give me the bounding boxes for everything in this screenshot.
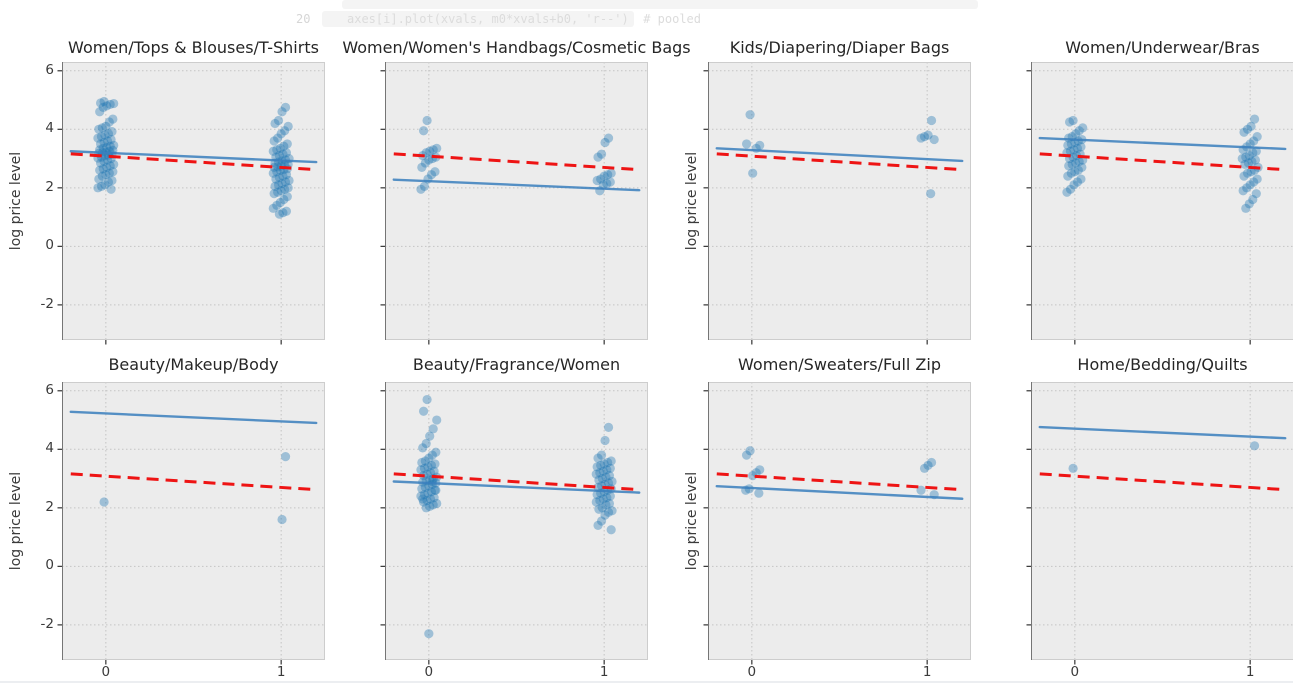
pooled-fit-line xyxy=(716,472,963,492)
subplot-canvas xyxy=(703,382,971,665)
y-tick-label: 4 xyxy=(45,120,54,137)
subplot-title: Women/Tops & Blouses/T-Shirts xyxy=(68,38,319,57)
subplot-cell-4: Beauty/Makeup/Body log price level 6 4 2 0 -2 0… xyxy=(0,338,325,680)
subplot-title: Kids/Diapering/Diaper Bags xyxy=(729,38,950,57)
subplot-canvas xyxy=(1026,382,1293,665)
subplot-canvas xyxy=(380,382,648,665)
panel-background xyxy=(385,382,648,660)
subplot-cell-3: Women/Underwear/Bras xyxy=(969,30,1293,345)
panel-background xyxy=(1031,62,1293,340)
subplot-canvas xyxy=(380,62,648,345)
group-fit-line xyxy=(392,178,641,192)
panel-background xyxy=(385,62,648,340)
group-fit-line xyxy=(715,147,964,163)
tick-marks xyxy=(380,390,605,665)
x-tick-label: 1 xyxy=(276,664,286,680)
pooled-fit-line xyxy=(70,152,317,172)
y-tick-label: 6 xyxy=(45,61,54,78)
tick-marks xyxy=(57,70,282,345)
notebook-code-strip: 20 axes[i].plot(xvals, m0*xvals+b0, 'r--… xyxy=(0,0,1293,28)
group-fit-line xyxy=(392,480,641,494)
subplot-title: Beauty/Fragrance/Women xyxy=(412,355,621,374)
pooled-fit-line xyxy=(1039,472,1286,492)
panel-background xyxy=(1031,382,1293,660)
x-tick-label: 0 xyxy=(747,664,757,680)
code-highlight-bar xyxy=(322,11,634,27)
y-axis-label: log price level xyxy=(684,471,700,571)
subplot-canvas xyxy=(703,62,971,345)
code-line-number: 20 xyxy=(296,12,311,26)
y-axis-label: log price level xyxy=(8,471,24,571)
y-tick-label: 0 xyxy=(45,557,54,574)
subplot-title: Women/Sweaters/Full Zip xyxy=(738,355,941,374)
x-tick-label: 1 xyxy=(599,664,609,680)
y-tick-label: 2 xyxy=(45,498,54,515)
subplot-cell-0: Women/Tops & Blouses/T-Shirts log price l… xyxy=(0,30,325,345)
subplot-title: Beauty/Makeup/Body xyxy=(108,355,279,374)
y-tick-label: 4 xyxy=(45,440,54,457)
code-highlight-bar xyxy=(342,0,978,9)
scatter-points xyxy=(99,452,291,525)
subplot-title: Home/Bedding/Quilts xyxy=(1077,355,1248,374)
subplot-canvas xyxy=(57,62,325,345)
figure-grid: Women/Tops & Blouses/T-Shirts log price l… xyxy=(0,30,1293,680)
y-tick-label: 2 xyxy=(45,178,54,195)
y-tick-label: 0 xyxy=(45,237,54,254)
x-tick-label: 0 xyxy=(101,664,111,680)
subplot-cell-5: Beauty/Fragrance/Women 0 1 xyxy=(323,338,648,680)
subplot-cell-6: Women/Sweaters/Full Zip log price level 0 1 xyxy=(646,338,971,680)
panel-background xyxy=(62,62,325,340)
x-tick-label: 1 xyxy=(1245,664,1255,680)
panel-background xyxy=(62,382,325,660)
pooled-fit-line xyxy=(393,152,640,172)
x-tick-label: 0 xyxy=(1070,664,1080,680)
x-tick-label: 0 xyxy=(424,664,434,680)
scatter-points xyxy=(741,110,939,199)
scatter-points xyxy=(416,394,617,639)
pooled-fit-line xyxy=(716,152,963,172)
x-tick-label: 1 xyxy=(922,664,932,680)
group-fit-line xyxy=(1038,425,1287,440)
subplot-canvas xyxy=(1026,62,1293,345)
y-tick-label: -2 xyxy=(40,615,54,632)
panel-background xyxy=(708,382,971,660)
panel-background xyxy=(708,62,971,340)
subplot-title: Women/Underwear/Bras xyxy=(1065,38,1260,57)
tick-marks xyxy=(57,390,282,665)
y-tick-label: 6 xyxy=(45,381,54,398)
tick-marks xyxy=(1026,390,1251,665)
subplot-cell-1: Women/Women's Handbags/Cosmetic Bags xyxy=(323,30,691,345)
subplot-cell-2: Kids/Diapering/Diaper Bags log price leve… xyxy=(646,30,971,345)
pooled-fit-line xyxy=(70,472,317,492)
subplot-cell-7: Home/Bedding/Quilts 0 1 xyxy=(969,338,1293,680)
bottom-divider xyxy=(0,681,1293,683)
group-fit-line xyxy=(715,484,964,500)
code-line-text[interactable]: axes[i].plot(xvals, m0*xvals+b0, 'r--') … xyxy=(347,12,702,26)
y-axis-label: log price level xyxy=(8,151,24,251)
y-tick-label: -2 xyxy=(40,295,54,312)
tick-marks xyxy=(1026,70,1251,345)
subplot-canvas xyxy=(57,382,325,665)
subplot-title: Women/Women's Handbags/Cosmetic Bags xyxy=(342,38,691,57)
tick-marks xyxy=(703,390,928,665)
scatter-points xyxy=(1068,441,1260,473)
group-fit-line xyxy=(1038,136,1287,151)
group-fit-line xyxy=(69,150,318,164)
group-fit-line xyxy=(69,410,318,425)
pooled-fit-line xyxy=(1039,152,1286,172)
tick-marks xyxy=(703,70,928,345)
pooled-fit-line xyxy=(393,472,640,492)
y-axis-label: log price level xyxy=(684,151,700,251)
tick-marks xyxy=(380,70,605,345)
